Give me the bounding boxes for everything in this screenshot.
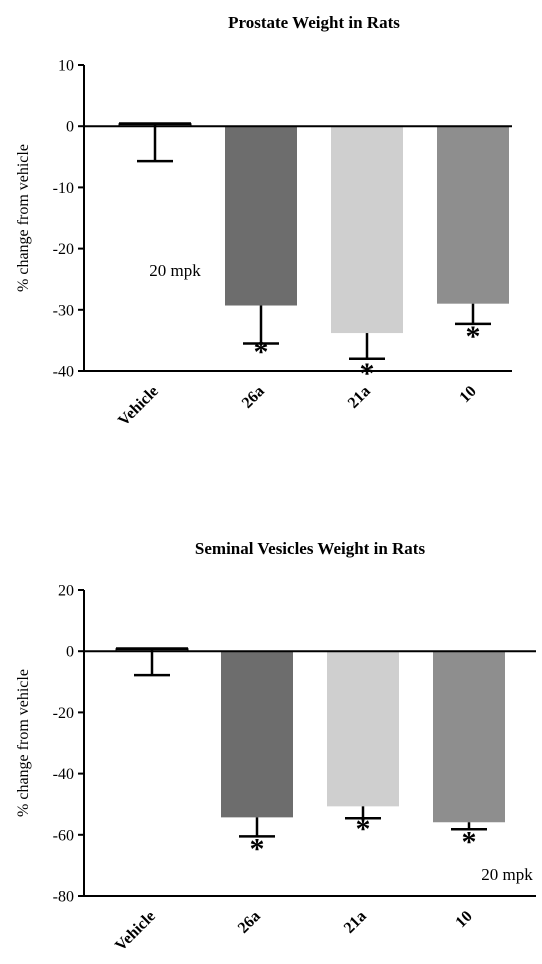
x-tick-label: 21a xyxy=(341,908,370,937)
chart-panel-2: Seminal Vesicles Weight in Rats % change … xyxy=(15,539,536,955)
dose-annotation: 20 mpk xyxy=(481,865,533,884)
bar xyxy=(327,651,399,807)
y-axis-label: % change from vehicle xyxy=(15,669,32,817)
y-tick-label: 0 xyxy=(66,644,74,661)
y-tick-label: 0 xyxy=(66,119,74,136)
y-tick-label: -20 xyxy=(53,705,74,722)
significance-marker: * xyxy=(254,335,269,368)
y-tick-label: -80 xyxy=(53,889,74,906)
x-tick-label: 26a xyxy=(235,908,264,937)
y-tick-label: -40 xyxy=(53,766,74,783)
chart-title: Prostate Weight in Rats xyxy=(228,13,400,32)
y-tick-label: 20 xyxy=(58,583,74,600)
x-tick-label: 10 xyxy=(456,383,479,406)
significance-marker: * xyxy=(462,825,477,858)
y-axis-label: % change from vehicle xyxy=(15,144,32,292)
y-tick-label: -20 xyxy=(53,241,74,258)
y-tick-label: -10 xyxy=(53,180,74,197)
x-tick-label: Vehicle xyxy=(112,908,159,955)
y-tick-label: -40 xyxy=(53,364,74,381)
y-tick-label: -30 xyxy=(53,302,74,319)
bar xyxy=(437,126,509,304)
significance-marker: * xyxy=(250,832,265,865)
x-tick-label: Vehicle xyxy=(115,383,162,430)
y-tick-label: -60 xyxy=(53,827,74,844)
x-tick-label: 10 xyxy=(452,908,475,931)
x-tick-label: 26a xyxy=(239,383,268,412)
significance-marker: * xyxy=(466,320,481,353)
dose-annotation: 20 mpk xyxy=(149,261,201,280)
bar xyxy=(433,651,505,823)
significance-marker: * xyxy=(360,357,375,390)
bar xyxy=(225,126,297,306)
chart-title: Seminal Vesicles Weight in Rats xyxy=(195,539,426,558)
significance-marker: * xyxy=(356,812,371,845)
bar xyxy=(221,651,293,818)
bar xyxy=(331,126,403,334)
chart-panel-1: Prostate Weight in Rats % change from veh… xyxy=(15,13,512,430)
y-tick-label: 10 xyxy=(58,58,74,75)
